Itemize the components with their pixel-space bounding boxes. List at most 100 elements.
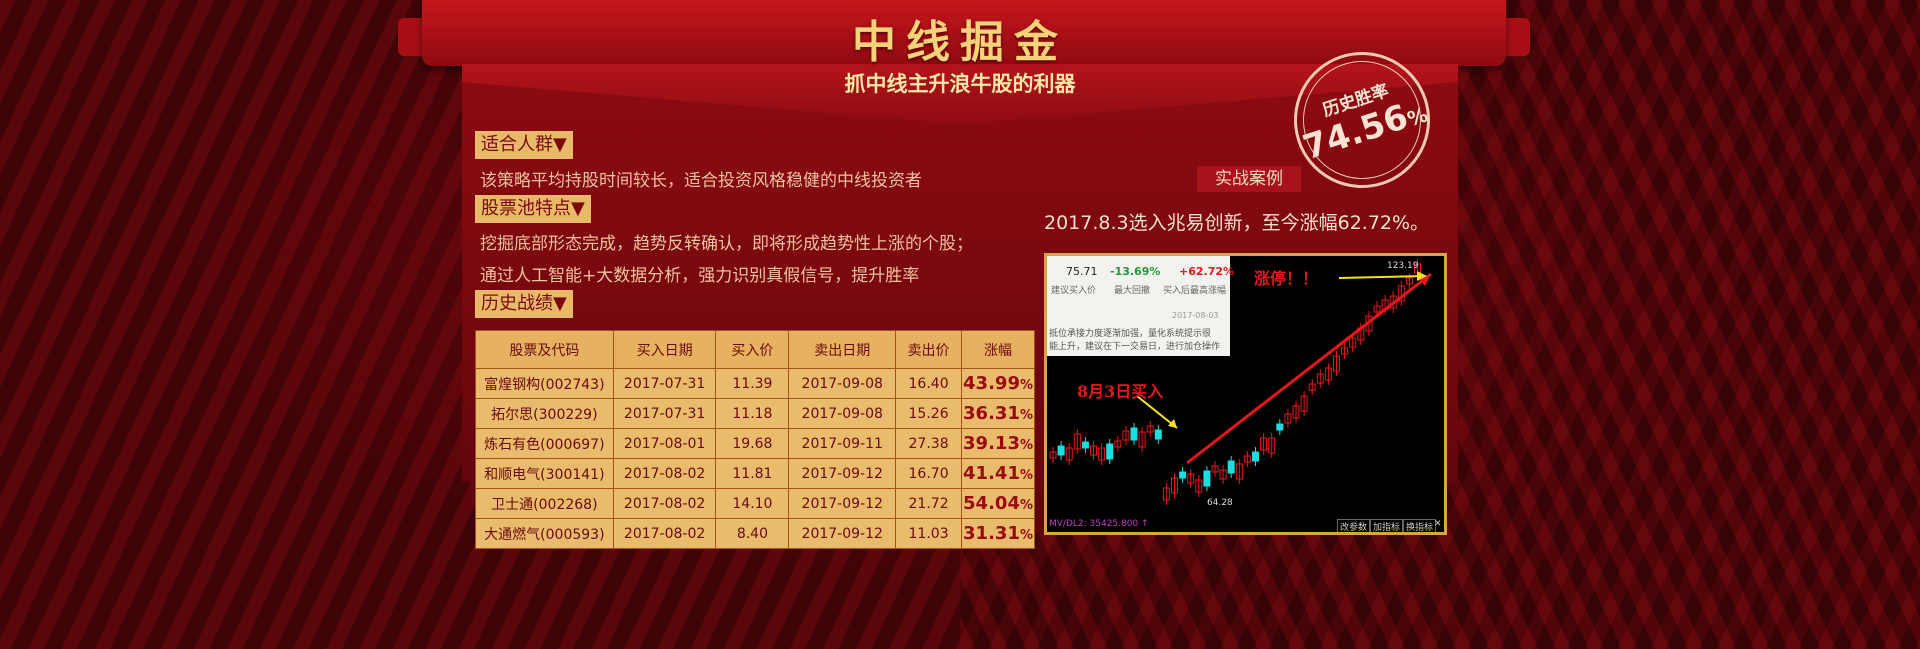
candle (1122, 430, 1130, 441)
cell-buy-price: 11.81 (715, 458, 790, 489)
candlestick-svg (1049, 259, 1432, 505)
candle (1106, 443, 1114, 460)
table-row: 富煌钢构(002743) 2017-07-31 11.39 2017-09-08 16.… (475, 368, 1035, 399)
candle (1268, 437, 1276, 454)
candle (1405, 277, 1413, 285)
table-row: 和顺电气(300141) 2017-08-02 11.81 2017-09-12 16.… (475, 458, 1035, 489)
candle (1235, 463, 1243, 480)
candle (1098, 447, 1106, 461)
candle (1349, 337, 1357, 348)
buy-arrow-head (1168, 419, 1177, 428)
candle (1333, 355, 1340, 372)
candle (1195, 479, 1203, 493)
candle (1187, 473, 1195, 484)
max-drawdown-value: -13.69% (1110, 265, 1161, 278)
candle (1090, 445, 1097, 456)
limit-arrow (1338, 275, 1426, 279)
cell-sell-price: 16.70 (895, 458, 963, 489)
candle (1300, 395, 1308, 412)
candle (1073, 433, 1081, 450)
cell-gain: 54.04% (961, 488, 1035, 519)
cell-buy-price: 19.68 (715, 428, 790, 459)
buy-price-label: 建议买入价 (1051, 286, 1097, 296)
candle (1057, 445, 1065, 456)
candle (1260, 437, 1268, 451)
cell-sell-date: 2017-09-12 (788, 458, 897, 489)
col-header-stock: 股票及代码 (475, 330, 614, 369)
close-icon[interactable]: ✕ (1434, 519, 1442, 529)
cell-stock: 炼石有色(000697) (475, 428, 614, 459)
stock-chart: 75.71 -13.69% +62.72% 建议买入价 最大回撤 买入后最高涨幅… (1044, 253, 1447, 535)
title-ribbon (422, 0, 1506, 66)
history-table: 股票及代码 买入日期 买入价 卖出日期 卖出价 涨幅 富煌钢构(002743) 2… (475, 330, 1035, 549)
candle (1049, 451, 1057, 459)
cell-stock: 卫士通(002268) (475, 488, 614, 519)
limit-up-annotation: 涨停！！ (1254, 269, 1319, 288)
indicator-readout: MV/DL2: 35425.800 ↑ (1049, 519, 1149, 529)
candle (1154, 429, 1162, 440)
candle (1219, 469, 1227, 480)
candle (1341, 347, 1349, 355)
candle (1227, 460, 1235, 474)
page-subtitle: 抓中线主升浪牛股的利器 (844, 72, 1076, 96)
win-rate-value: 74.56% (1298, 96, 1431, 169)
cell-sell-price: 11.03 (895, 518, 963, 549)
low-price-label: 64.28 (1207, 498, 1233, 508)
table-row: 大通燃气(000593) 2017-08-02 8.40 2017-09-12 11.0… (475, 518, 1035, 549)
candle (1252, 451, 1259, 462)
candle (1081, 441, 1089, 449)
history-tag: 历史战绩▼ (475, 290, 573, 318)
cell-gain: 31.31% (961, 518, 1035, 549)
max-gain-value: +62.72% (1179, 265, 1235, 278)
trend-arrow (1186, 272, 1432, 465)
box-note: 抵位承接力度逐渐加强，量化系统提示很 能上升，建议在下一交易日，进行加仓操作 (1049, 329, 1221, 352)
buy-arrow (1136, 395, 1178, 429)
cell-buy-price: 11.18 (715, 398, 790, 429)
table-row: 炼石有色(000697) 2017-08-01 19.68 2017-09-11 27.… (475, 428, 1035, 459)
table-row: 卫士通(002268) 2017-08-02 14.10 2017-09-12 21.7… (475, 488, 1035, 519)
candle (1162, 487, 1170, 501)
cell-sell-date: 2017-09-12 (788, 518, 897, 549)
cell-sell-date: 2017-09-12 (788, 488, 897, 519)
switch-indicator-button[interactable]: 换指标 (1403, 519, 1437, 532)
cell-stock: 富煌钢构(002743) (475, 368, 614, 399)
col-header-sell-date: 卖出日期 (788, 330, 897, 369)
cell-gain: 36.31% (961, 398, 1035, 429)
cell-sell-price: 15.26 (895, 398, 963, 429)
cell-sell-price: 16.40 (895, 368, 963, 399)
cell-stock: 拓尔思(300229) (475, 398, 614, 429)
candle (1114, 440, 1122, 448)
chart-info-box: 75.71 -13.69% +62.72% 建议买入价 最大回撤 买入后最高涨幅… (1047, 256, 1234, 356)
add-indicator-button[interactable]: 加指标 (1370, 519, 1404, 532)
cell-sell-date: 2017-09-08 (788, 368, 897, 399)
candle (1171, 477, 1178, 494)
audience-tag: 适合人群▼ (475, 131, 573, 159)
table-header-row: 股票及代码 买入日期 买入价 卖出日期 卖出价 涨幅 (475, 330, 1035, 369)
cell-buy-date: 2017-08-01 (612, 428, 717, 459)
cell-gain: 43.99% (961, 368, 1035, 399)
candle (1292, 405, 1300, 419)
cell-buy-date: 2017-07-31 (612, 368, 717, 399)
cell-sell-price: 21.72 (895, 488, 963, 519)
cell-buy-date: 2017-08-02 (612, 458, 717, 489)
pool-text-2: 通过人工智能+大数据分析，强力识别真假信号，提升胜率 (480, 266, 920, 286)
case-study-button[interactable]: 实战案例 (1197, 166, 1301, 192)
candle (1179, 471, 1187, 479)
candle (1324, 367, 1332, 381)
pool-tag: 股票池特点▼ (475, 195, 591, 223)
col-header-sell-price: 卖出价 (895, 330, 963, 369)
cell-buy-date: 2017-07-31 (612, 398, 717, 429)
chart-footer: MV/DL2: 35425.800 ↑ 改参数 加指标 换指标 ✕ (1047, 518, 1444, 532)
audience-text: 该策略平均持股时间较长，适合投资风格稳健的中线投资者 (480, 171, 922, 191)
buy-annotation: 8月3日买入 (1077, 382, 1164, 401)
table-row: 拓尔思(300229) 2017-07-31 11.18 2017-09-08 15.2… (475, 398, 1035, 429)
max-drawdown-label: 最大回撤 (1114, 286, 1151, 296)
box-date: 2017-08-03 (1172, 311, 1219, 320)
cell-sell-date: 2017-09-11 (788, 428, 897, 459)
cell-buy-price: 11.39 (715, 368, 790, 399)
cell-sell-price: 27.38 (895, 428, 963, 459)
cell-gain: 41.41% (961, 458, 1035, 489)
change-params-button[interactable]: 改参数 (1337, 519, 1371, 532)
col-header-gain: 涨幅 (961, 330, 1035, 369)
candle (1243, 455, 1251, 463)
